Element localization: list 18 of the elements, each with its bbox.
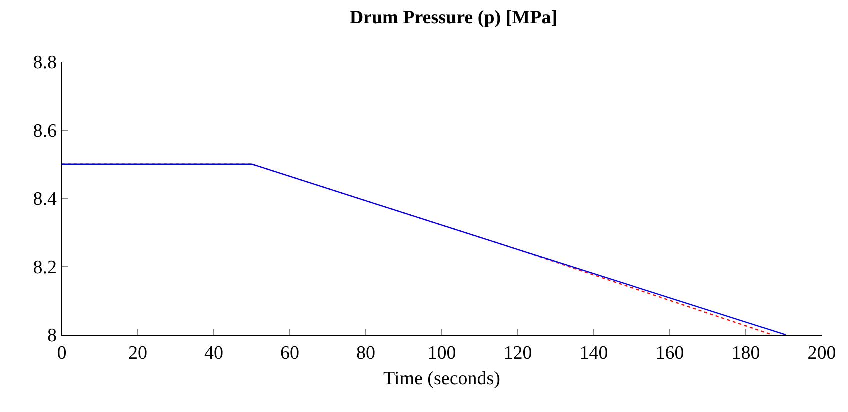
y-tick-label: 8.2 (33, 257, 57, 278)
x-tick-label: 80 (356, 343, 376, 364)
y-tick-label: 8.6 (33, 120, 57, 142)
x-tick-label: 120 (504, 343, 532, 364)
x-tick-label: 180 (732, 343, 760, 364)
x-tick-label: 200 (808, 343, 836, 364)
x-tick-label: 160 (656, 343, 684, 364)
y-tick-label: 8 (48, 326, 57, 347)
chart-title: Drum Pressure (p) [MPa] (350, 8, 558, 29)
x-tick-label: 20 (128, 343, 148, 364)
x-tick-label: 40 (204, 343, 224, 364)
x-axis-title: Time (seconds) (384, 368, 500, 390)
y-tick-label: 8.4 (33, 189, 58, 210)
x-tick-label: 100 (428, 343, 456, 364)
x-tick-label: 60 (280, 343, 300, 364)
y-tick-label: 8.8 (33, 52, 57, 74)
x-tick-label: 0 (57, 343, 67, 364)
x-tick-label: 140 (580, 343, 608, 364)
